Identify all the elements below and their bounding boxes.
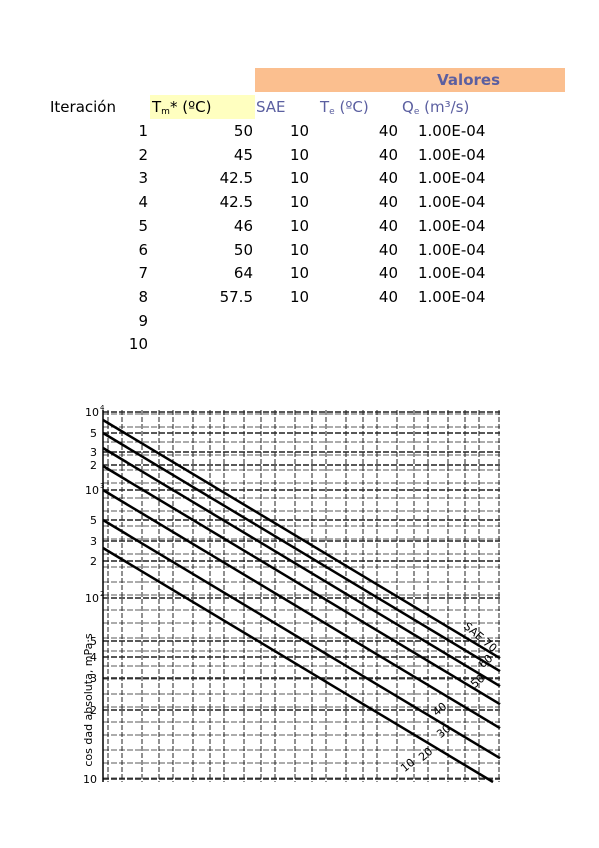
sae-curve bbox=[102, 418, 501, 660]
iteration: 6 bbox=[138, 240, 148, 259]
header-rest: (ºC) bbox=[334, 98, 369, 116]
y-label: 5 bbox=[90, 635, 97, 648]
y-label: 2 bbox=[90, 459, 97, 472]
axis-label: cos dad absoluta, mPa·s bbox=[82, 633, 95, 767]
y-label-exp: 4 bbox=[100, 404, 105, 412]
y-label: 3 bbox=[90, 672, 97, 685]
header-main: SAE bbox=[256, 98, 286, 116]
header-sub: e bbox=[413, 107, 420, 117]
header-main: T bbox=[320, 98, 330, 116]
y-label: 5 bbox=[90, 427, 97, 440]
iteration: 8 bbox=[138, 287, 148, 306]
iteration: 10 bbox=[128, 335, 148, 354]
y-label: 10 bbox=[85, 484, 99, 497]
header-rest: (m³/s) bbox=[419, 98, 470, 116]
sae-cell: 10 bbox=[290, 240, 310, 259]
te-cell: 40 bbox=[378, 145, 398, 164]
sae-cell: 10 bbox=[290, 216, 310, 235]
curve-label: 20 bbox=[416, 745, 435, 764]
y-label: 2 bbox=[90, 704, 97, 717]
qe-cell: 1.00E-04 bbox=[418, 240, 486, 259]
y-label-exp: 3 bbox=[100, 482, 104, 490]
qe-cell: 1.00E-04 bbox=[418, 169, 486, 188]
qe-cell: 1.00E-04 bbox=[418, 216, 486, 235]
tm-cell: 45 bbox=[233, 145, 253, 164]
column-header: Tm* (ºC) bbox=[152, 95, 211, 119]
te-cell: 40 bbox=[378, 240, 398, 259]
y-label: 10 bbox=[85, 592, 99, 605]
iteration: 1 bbox=[138, 122, 148, 140]
sae-curve bbox=[102, 431, 501, 673]
sae-cell: 10 bbox=[290, 169, 310, 188]
sae-cell: 10 bbox=[290, 145, 310, 164]
sae-cell: 10 bbox=[290, 264, 310, 283]
iteration: 3 bbox=[138, 169, 148, 188]
sae-curve bbox=[102, 464, 501, 706]
group-band bbox=[255, 68, 565, 92]
tm-cell: 50 bbox=[233, 240, 253, 259]
column-header: Te (ºC) bbox=[320, 95, 369, 119]
qe-cell: 1.00E-04 bbox=[418, 145, 486, 164]
header-sub: m bbox=[161, 107, 170, 117]
te-cell: 40 bbox=[378, 122, 398, 140]
y-label-exp: 2 bbox=[100, 590, 104, 598]
qe-cell: 1.00E-04 bbox=[418, 122, 486, 140]
y-label: 4 bbox=[90, 651, 97, 664]
header-sub: e bbox=[329, 107, 335, 117]
qe-cell: 1.00E-04 bbox=[418, 287, 486, 306]
tm-cell: 42.5 bbox=[219, 169, 253, 188]
iteration: 4 bbox=[138, 193, 148, 212]
qe-cell: 1.00E-04 bbox=[418, 193, 486, 212]
tm-cell: 42.5 bbox=[219, 193, 253, 212]
iteration: 2 bbox=[138, 145, 148, 164]
group-title: Valores bbox=[437, 71, 500, 89]
curve-label: 40 bbox=[430, 700, 449, 719]
te-cell: 40 bbox=[378, 287, 398, 306]
column-header: Qe (m³/s) bbox=[402, 95, 469, 119]
sae-curve bbox=[102, 518, 501, 760]
iteration: 5 bbox=[138, 216, 148, 235]
qe-cell: 1.00E-04 bbox=[418, 264, 486, 283]
header-rest: * (ºC) bbox=[169, 98, 212, 116]
te-cell: 40 bbox=[378, 216, 398, 235]
sae-curve bbox=[102, 546, 494, 784]
sae-curve bbox=[102, 446, 501, 688]
iteration: 7 bbox=[138, 264, 148, 283]
sae-cell: 10 bbox=[290, 193, 310, 212]
y-label: 3 bbox=[90, 535, 97, 548]
te-cell: 40 bbox=[378, 169, 398, 188]
curve-label: 30 bbox=[434, 722, 453, 741]
yellow-cell bbox=[150, 95, 255, 119]
tm-cell: 46 bbox=[233, 216, 253, 235]
sae-curve bbox=[102, 488, 501, 730]
sae-cell: 10 bbox=[290, 287, 310, 306]
y-label: 3 bbox=[90, 446, 97, 459]
header-main: T bbox=[152, 98, 162, 116]
group-header: Valores bbox=[255, 68, 500, 92]
y-label: 10 bbox=[83, 773, 97, 786]
te-cell: 40 bbox=[378, 264, 398, 283]
y-label: 2 bbox=[90, 555, 97, 568]
row-label-header: Iteración bbox=[50, 98, 116, 116]
iteration: 9 bbox=[138, 311, 148, 330]
te-cell: 40 bbox=[378, 193, 398, 212]
y-label: 10 bbox=[85, 406, 99, 419]
y-label: 5 bbox=[90, 514, 97, 527]
sae-cell: 10 bbox=[290, 122, 310, 140]
header-main: Q bbox=[402, 98, 414, 116]
tm-cell: 50 bbox=[233, 122, 253, 140]
tm-cell: 57.5 bbox=[219, 287, 253, 306]
tm-cell: 64 bbox=[233, 264, 253, 283]
column-header: SAE bbox=[256, 95, 286, 119]
